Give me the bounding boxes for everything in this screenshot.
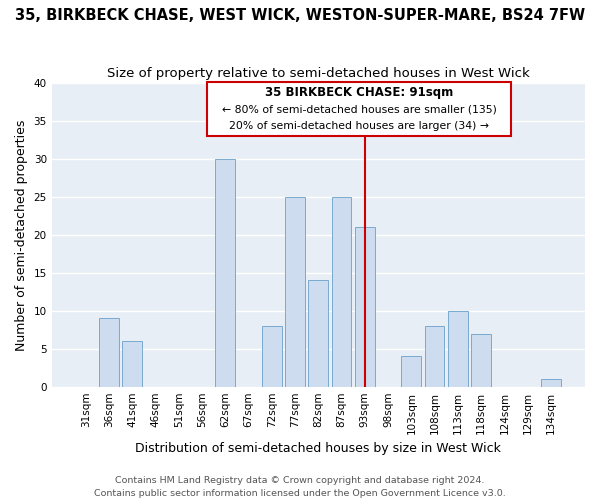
Bar [215,159,235,386]
Bar [448,311,468,386]
Text: 35 BIRKBECK CHASE: 91sqm: 35 BIRKBECK CHASE: 91sqm [265,86,453,98]
Bar [541,379,561,386]
Bar [425,326,445,386]
Bar [471,334,491,386]
Bar [122,341,142,386]
Text: 20% of semi-detached houses are larger (34) →: 20% of semi-detached houses are larger (… [229,122,489,132]
Text: 35, BIRKBECK CHASE, WEST WICK, WESTON-SUPER-MARE, BS24 7FW: 35, BIRKBECK CHASE, WEST WICK, WESTON-SU… [15,8,585,22]
Bar [262,326,282,386]
Bar [285,197,305,386]
FancyBboxPatch shape [207,82,511,136]
Title: Size of property relative to semi-detached houses in West Wick: Size of property relative to semi-detach… [107,68,530,80]
Text: ← 80% of semi-detached houses are smaller (135): ← 80% of semi-detached houses are smalle… [221,104,496,115]
Bar [401,356,421,386]
Bar [308,280,328,386]
X-axis label: Distribution of semi-detached houses by size in West Wick: Distribution of semi-detached houses by … [136,442,501,455]
Y-axis label: Number of semi-detached properties: Number of semi-detached properties [15,119,28,350]
Bar [355,228,375,386]
Text: Contains HM Land Registry data © Crown copyright and database right 2024.
Contai: Contains HM Land Registry data © Crown c… [94,476,506,498]
Bar [99,318,119,386]
Bar [332,197,352,386]
